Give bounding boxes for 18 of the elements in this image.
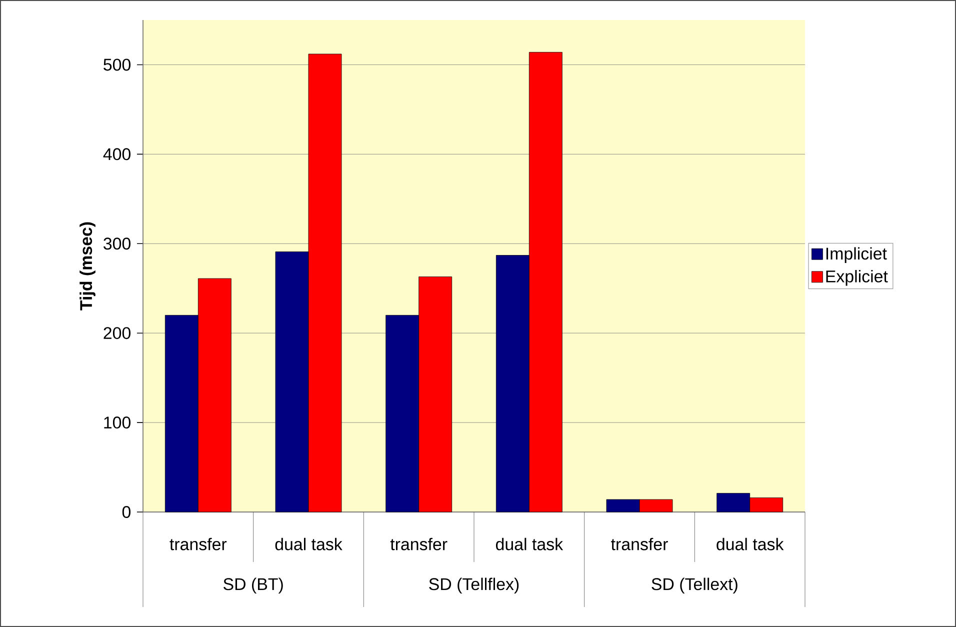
y-tick-label: 100	[104, 416, 130, 429]
legend-label: Expliciet	[826, 270, 888, 286]
x-tick-label: dual task	[275, 538, 342, 550]
x-tick-label: transfer	[170, 538, 227, 550]
text: SD (BT)	[224, 578, 283, 594]
x-tick-label: dual task	[716, 538, 784, 550]
y-axis-title: Tijd (msec)	[80, 222, 96, 310]
text: SD (Tellext)	[652, 578, 738, 594]
y-tick-label: 300	[104, 238, 130, 250]
text: SD (Tellflex)	[429, 578, 519, 594]
legend-label: Impliciet	[826, 247, 887, 263]
y-tick-label: 0	[122, 506, 130, 518]
x-tick-label: transfer	[390, 538, 448, 550]
x-tick-label: transfer	[611, 538, 668, 550]
y-tick-label: 200	[104, 327, 130, 340]
y-tick-label: 400	[103, 148, 130, 160]
y-tick-label: 500	[104, 58, 130, 71]
x-tick-label: dual task	[496, 538, 564, 550]
